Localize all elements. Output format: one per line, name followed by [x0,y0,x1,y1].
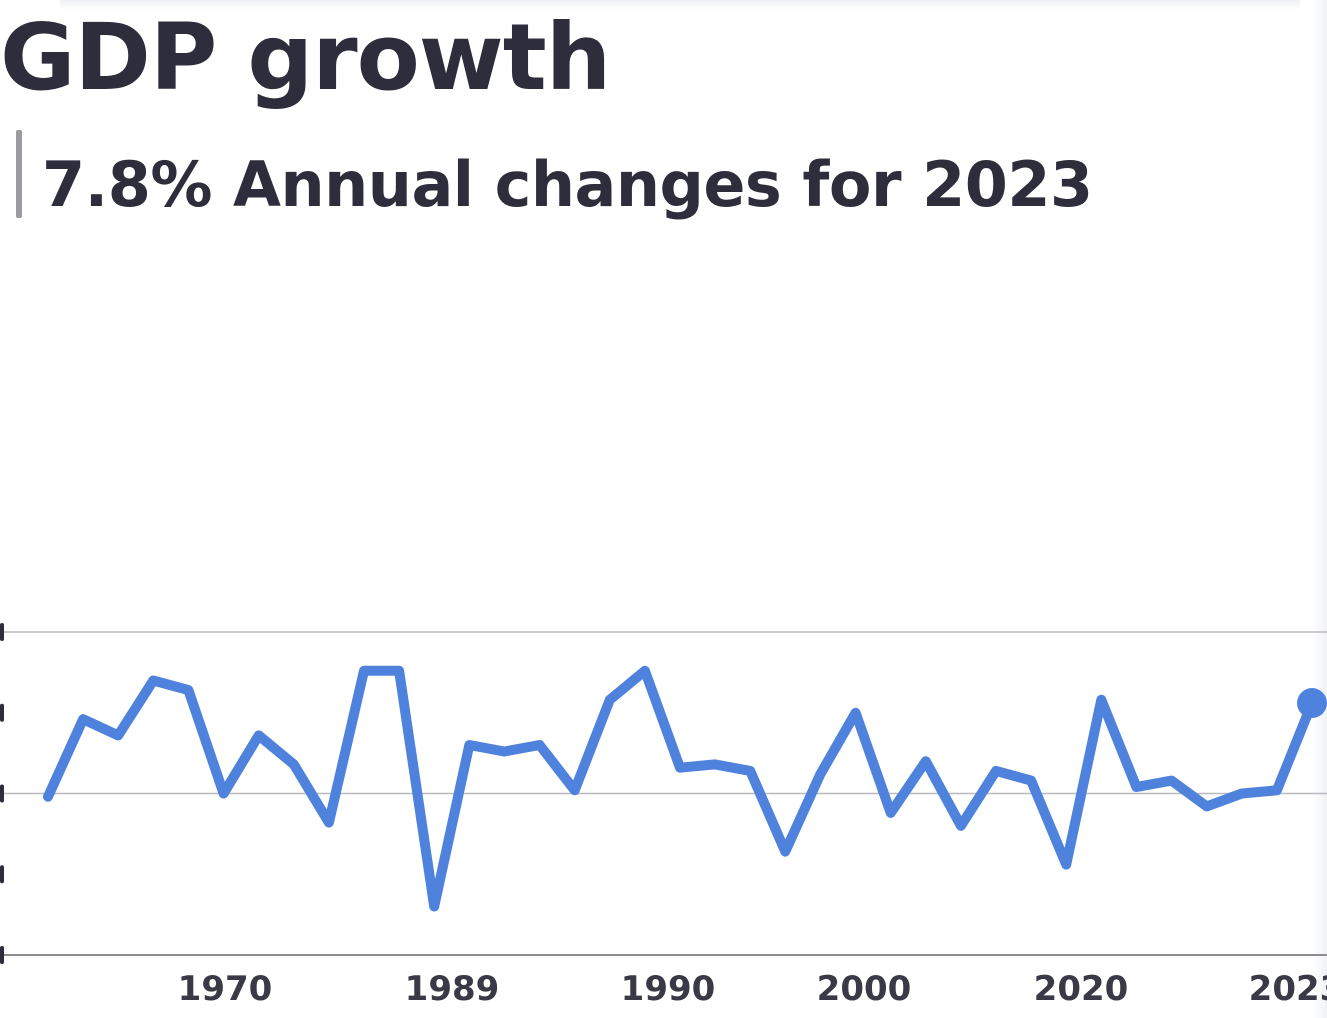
data-point [570,786,579,795]
y-tick-label-fragment [0,865,4,884]
data-point [816,770,825,779]
chart-subtitle: 7.8% Annual changes for 2023 [42,148,1093,221]
data-point [886,808,895,817]
data-point [79,715,88,724]
data-point [430,902,439,911]
data-point [44,792,52,801]
x-tick-label: 2020 [1034,969,1129,1009]
data-point [746,766,755,775]
grid-lines [0,631,1327,956]
data-point [1132,783,1141,792]
data-point [500,747,509,756]
data-point [149,676,158,685]
data-point [289,760,298,769]
data-point [992,766,1000,775]
x-tick-label: 2000 [817,969,912,1009]
data-point [1272,786,1281,795]
x-tick-label: 1970 [178,969,273,1009]
x-tick-label: 2023 [1249,969,1327,1009]
data-point [114,731,123,740]
data-point [956,821,965,830]
data-point [254,731,263,740]
data-point [781,847,790,856]
subtitle-accent-bar [16,130,22,218]
y-tick-label-fragment [0,784,4,803]
chart-title: GDP growth [0,4,611,111]
data-point [605,695,614,704]
data-point [1237,789,1246,798]
y-tick-label-fragment [0,946,4,964]
data-point [711,760,720,769]
y-tick-label-fragment [0,703,4,722]
card-top-edge [60,0,1300,10]
data-point [921,757,930,766]
x-tick-label: 1989 [405,969,500,1009]
data-point [219,789,228,798]
series-line [43,665,1317,912]
data-point [1062,860,1071,869]
data-point [1202,802,1211,811]
series-layer [43,665,1327,912]
y-tick-label-fragment [0,623,4,641]
data-point [184,686,193,695]
data-point [465,741,474,750]
data-point [640,666,649,675]
card-right-edge [1313,0,1327,1018]
data-point [324,818,333,827]
data-point [535,741,544,750]
data-point [395,666,404,675]
data-point [1167,776,1176,785]
y-axis-tick-fragments [0,623,4,964]
data-point [851,708,860,717]
x-axis-ticks: 1970 1989 1990 2000 2020 2023 [178,969,1327,1009]
x-tick-label: 1990 [621,969,716,1009]
data-point [1027,776,1036,785]
last-data-point[interactable] [1297,688,1327,719]
data-point [676,763,684,772]
data-point [1097,695,1106,704]
data-point [360,666,368,675]
